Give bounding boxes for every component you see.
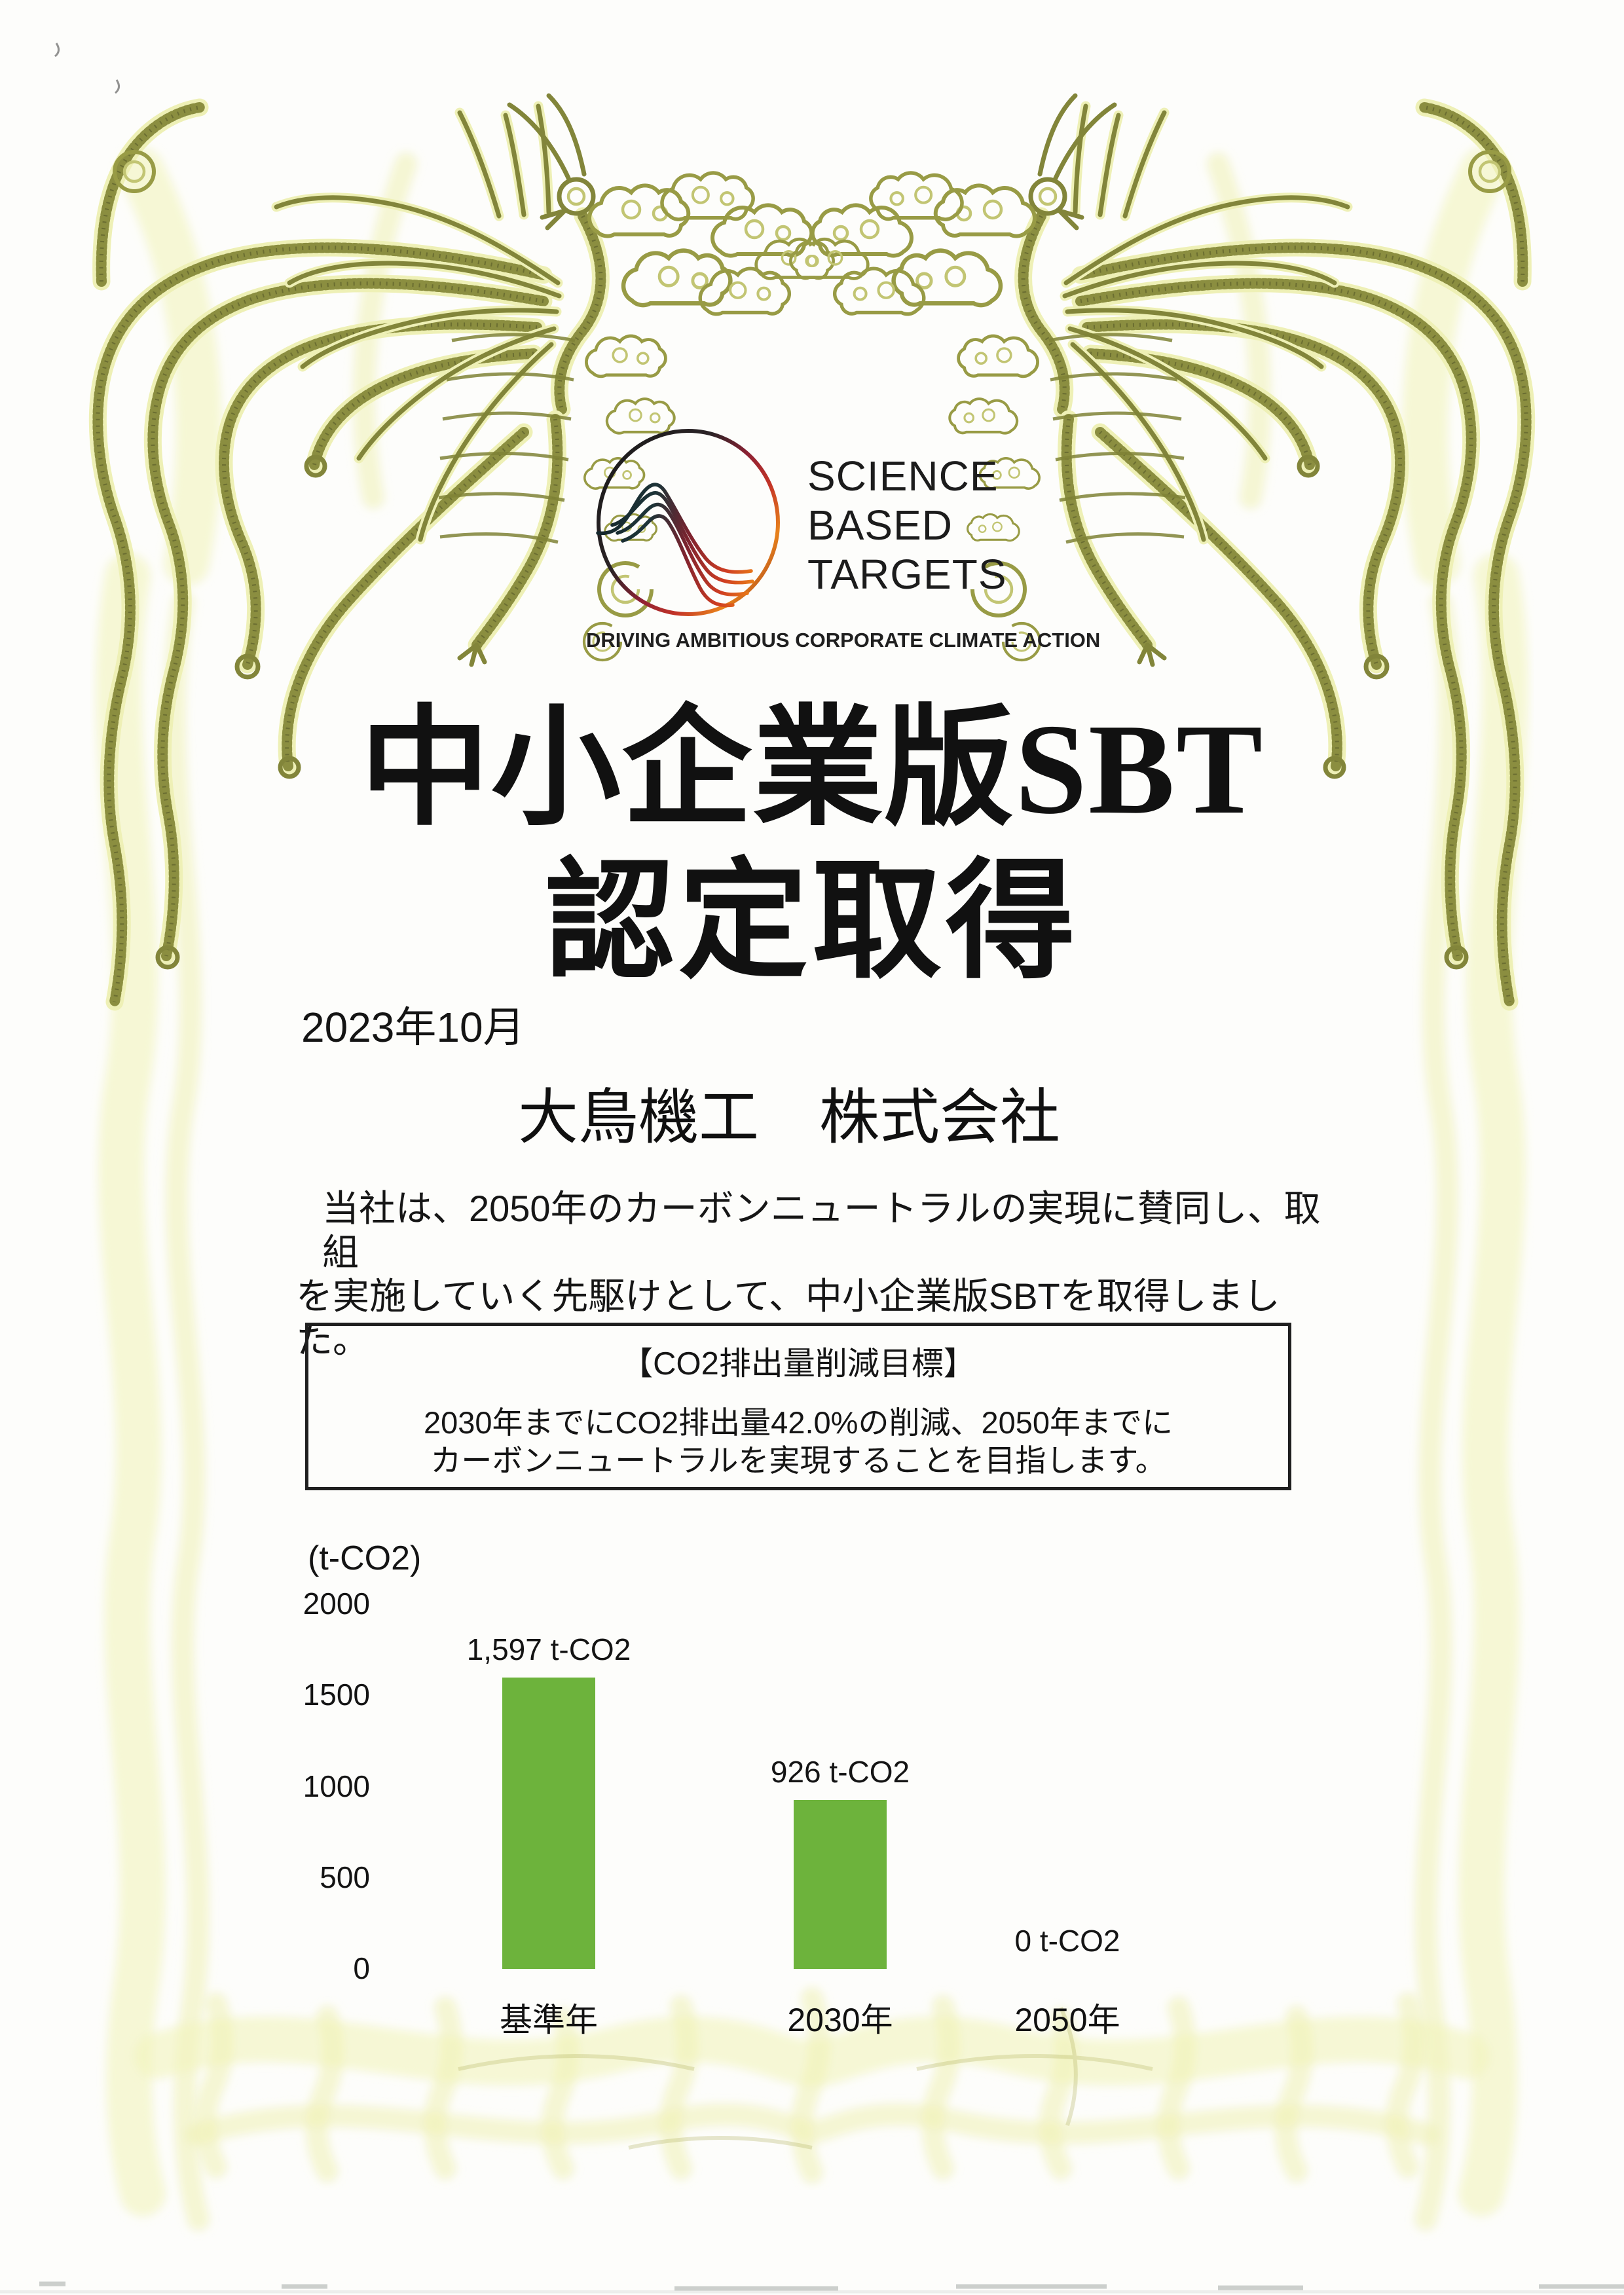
commitment-statement: 当社は、2050年のカーボンニュートラルの実現に賛同し、取組 を実施していく先駆… (296, 1186, 1344, 1362)
certificate-title: 中小企業版SBT 認定取得 (0, 693, 1624, 999)
co2-target-line1: 2030年までにCO2排出量42.0%の削減、2050年までに (423, 1405, 1173, 1440)
sbt-logo-icon (596, 429, 780, 616)
y-tick-label: 1000 (303, 1769, 370, 1803)
issue-date: 2023年10月 (301, 1004, 525, 1051)
sbt-logo-wordmark: SCIENCE BASED TARGETS (807, 452, 1007, 599)
y-tick-label: 2000 (303, 1587, 370, 1621)
co2-target-box-title: 【CO2排出量削減目標】 (621, 1346, 976, 1382)
y-tick-label: 500 (320, 1860, 370, 1894)
bar-value-label: 1,597 t-CO2 (466, 1632, 631, 1666)
logo-line-based: BASED (807, 502, 953, 549)
category-label: 基準年 (500, 2002, 598, 2038)
sbt-logo-tagline: DRIVING AMBITIOUS CORPORATE CLIMATE ACTI… (586, 629, 1101, 652)
statement-line1: 当社は、2050年のカーボンニュートラルの実現に賛同し、取組 (322, 1188, 1321, 1273)
bar (794, 1800, 887, 1969)
co2-reduction-bar-chart: (t-CO2) 2000 1500 1000 500 0 1,597 t-CO2 基準年 92… (0, 1526, 1624, 2056)
bar (502, 1678, 595, 1969)
logo-line-targets: TARGETS (807, 551, 1007, 598)
y-axis-unit-label: (t-CO2) (308, 1539, 422, 1577)
bar-value-label: 926 t-CO2 (770, 1755, 910, 1789)
category-label: 2030年 (787, 2002, 893, 2038)
y-tick-label: 1500 (303, 1678, 370, 1712)
co2-target-box-body: 2030年までにCO2排出量42.0%の削減、2050年までに カーボンニュート… (308, 1404, 1288, 1480)
co2-target-box: 【CO2排出量削減目標】 2030年までにCO2排出量42.0%の削減、2050… (305, 1323, 1291, 1490)
certificate-title-line2: 認定取得 (545, 851, 1079, 994)
bar-value-label: 0 t-CO2 (1014, 1924, 1120, 1958)
company-name: 大鳥機工 株式会社 (517, 1084, 1060, 1151)
logo-line-science: SCIENCE (807, 452, 999, 500)
category-label: 2050年 (1014, 2002, 1120, 2038)
y-tick-label: 0 (353, 1951, 370, 1985)
statement-line2: を実施していく先駆けとして、中小企業版SBTを取得しました。 (296, 1276, 1280, 1361)
co2-target-line2: カーボンニュートラルを実現することを目指します。 (430, 1443, 1166, 1478)
certificate-title-line1: 中小企業版SBT (360, 697, 1264, 841)
